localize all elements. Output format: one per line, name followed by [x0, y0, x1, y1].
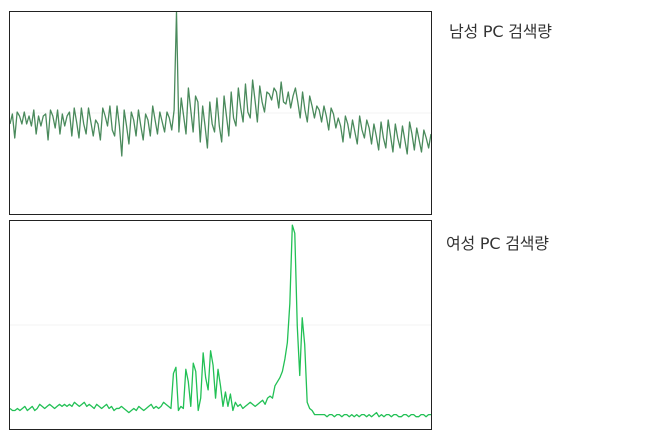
female-series-line [10, 224, 431, 418]
male-series-label: 남성 PC 검색량 [449, 22, 552, 41]
female-series-label: 여성 PC 검색량 [446, 234, 549, 253]
female-chart-panel [9, 220, 432, 430]
female-line-chart [10, 224, 431, 418]
male-chart-panel [9, 11, 432, 215]
male-series-line [10, 12, 431, 157]
male-line-chart [10, 12, 431, 157]
